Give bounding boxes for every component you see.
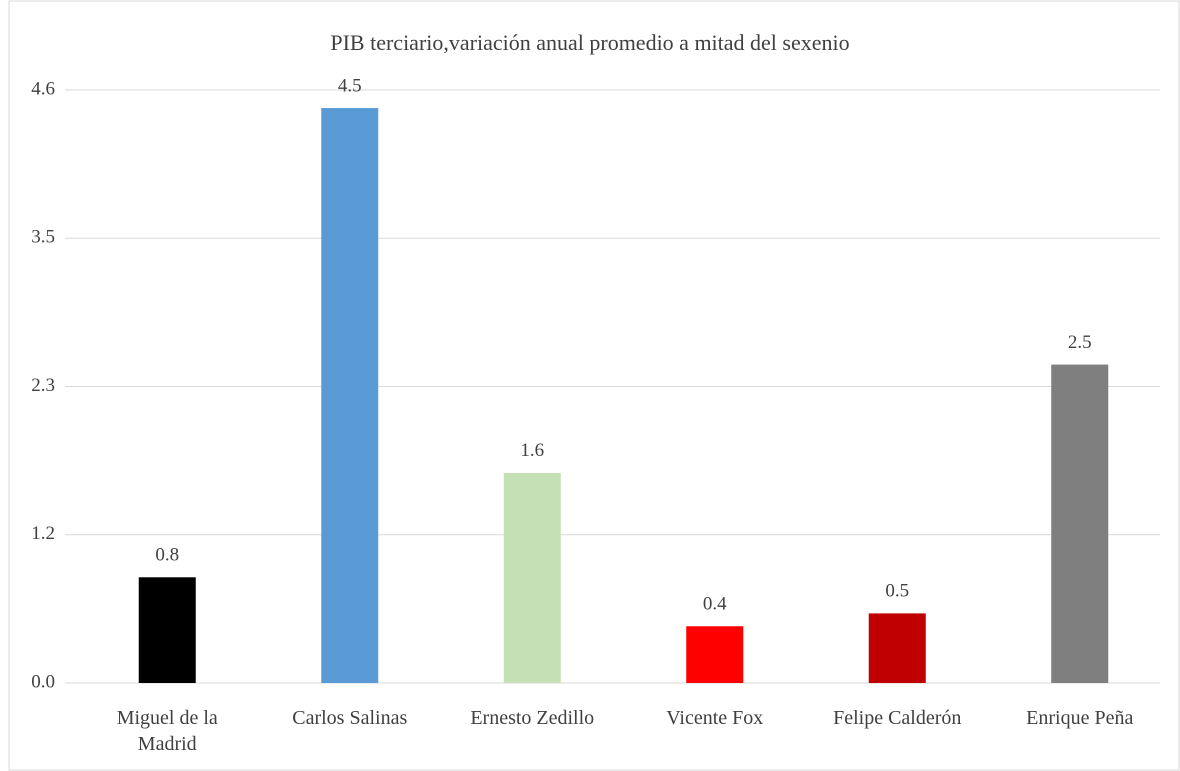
y-tick-label: 2.3 — [31, 375, 55, 396]
y-tick-label: 1.2 — [31, 523, 55, 544]
y-tick-label: 4.6 — [31, 78, 55, 99]
bar — [321, 108, 379, 683]
x-tick-label: Vicente Fox — [666, 707, 764, 729]
chart-title: PIB terciario,variación anual promedio a… — [330, 30, 849, 55]
bar — [868, 613, 926, 683]
x-tick-label: Felipe Calderón — [833, 707, 962, 729]
data-label: 0.5 — [885, 581, 909, 602]
bar — [503, 472, 561, 683]
y-tick-label: 0.0 — [31, 671, 55, 692]
data-label: 0.4 — [703, 594, 727, 615]
x-tick-label: Carlos Salinas — [292, 707, 408, 729]
data-label: 4.5 — [338, 75, 362, 96]
bar — [686, 626, 744, 683]
data-label: 0.8 — [155, 545, 179, 566]
y-tick-label: 3.5 — [31, 227, 55, 248]
x-tick-label: Enrique Peña — [1026, 707, 1134, 729]
data-label: 1.6 — [520, 440, 544, 461]
bar — [138, 577, 196, 683]
x-tick-label: Miguel de la Madrid — [116, 707, 218, 755]
bar — [1051, 364, 1109, 683]
data-label: 2.5 — [1068, 332, 1092, 353]
x-tick-label: Ernesto Zedillo — [470, 707, 595, 729]
chart-border — [8, 0, 1180, 771]
